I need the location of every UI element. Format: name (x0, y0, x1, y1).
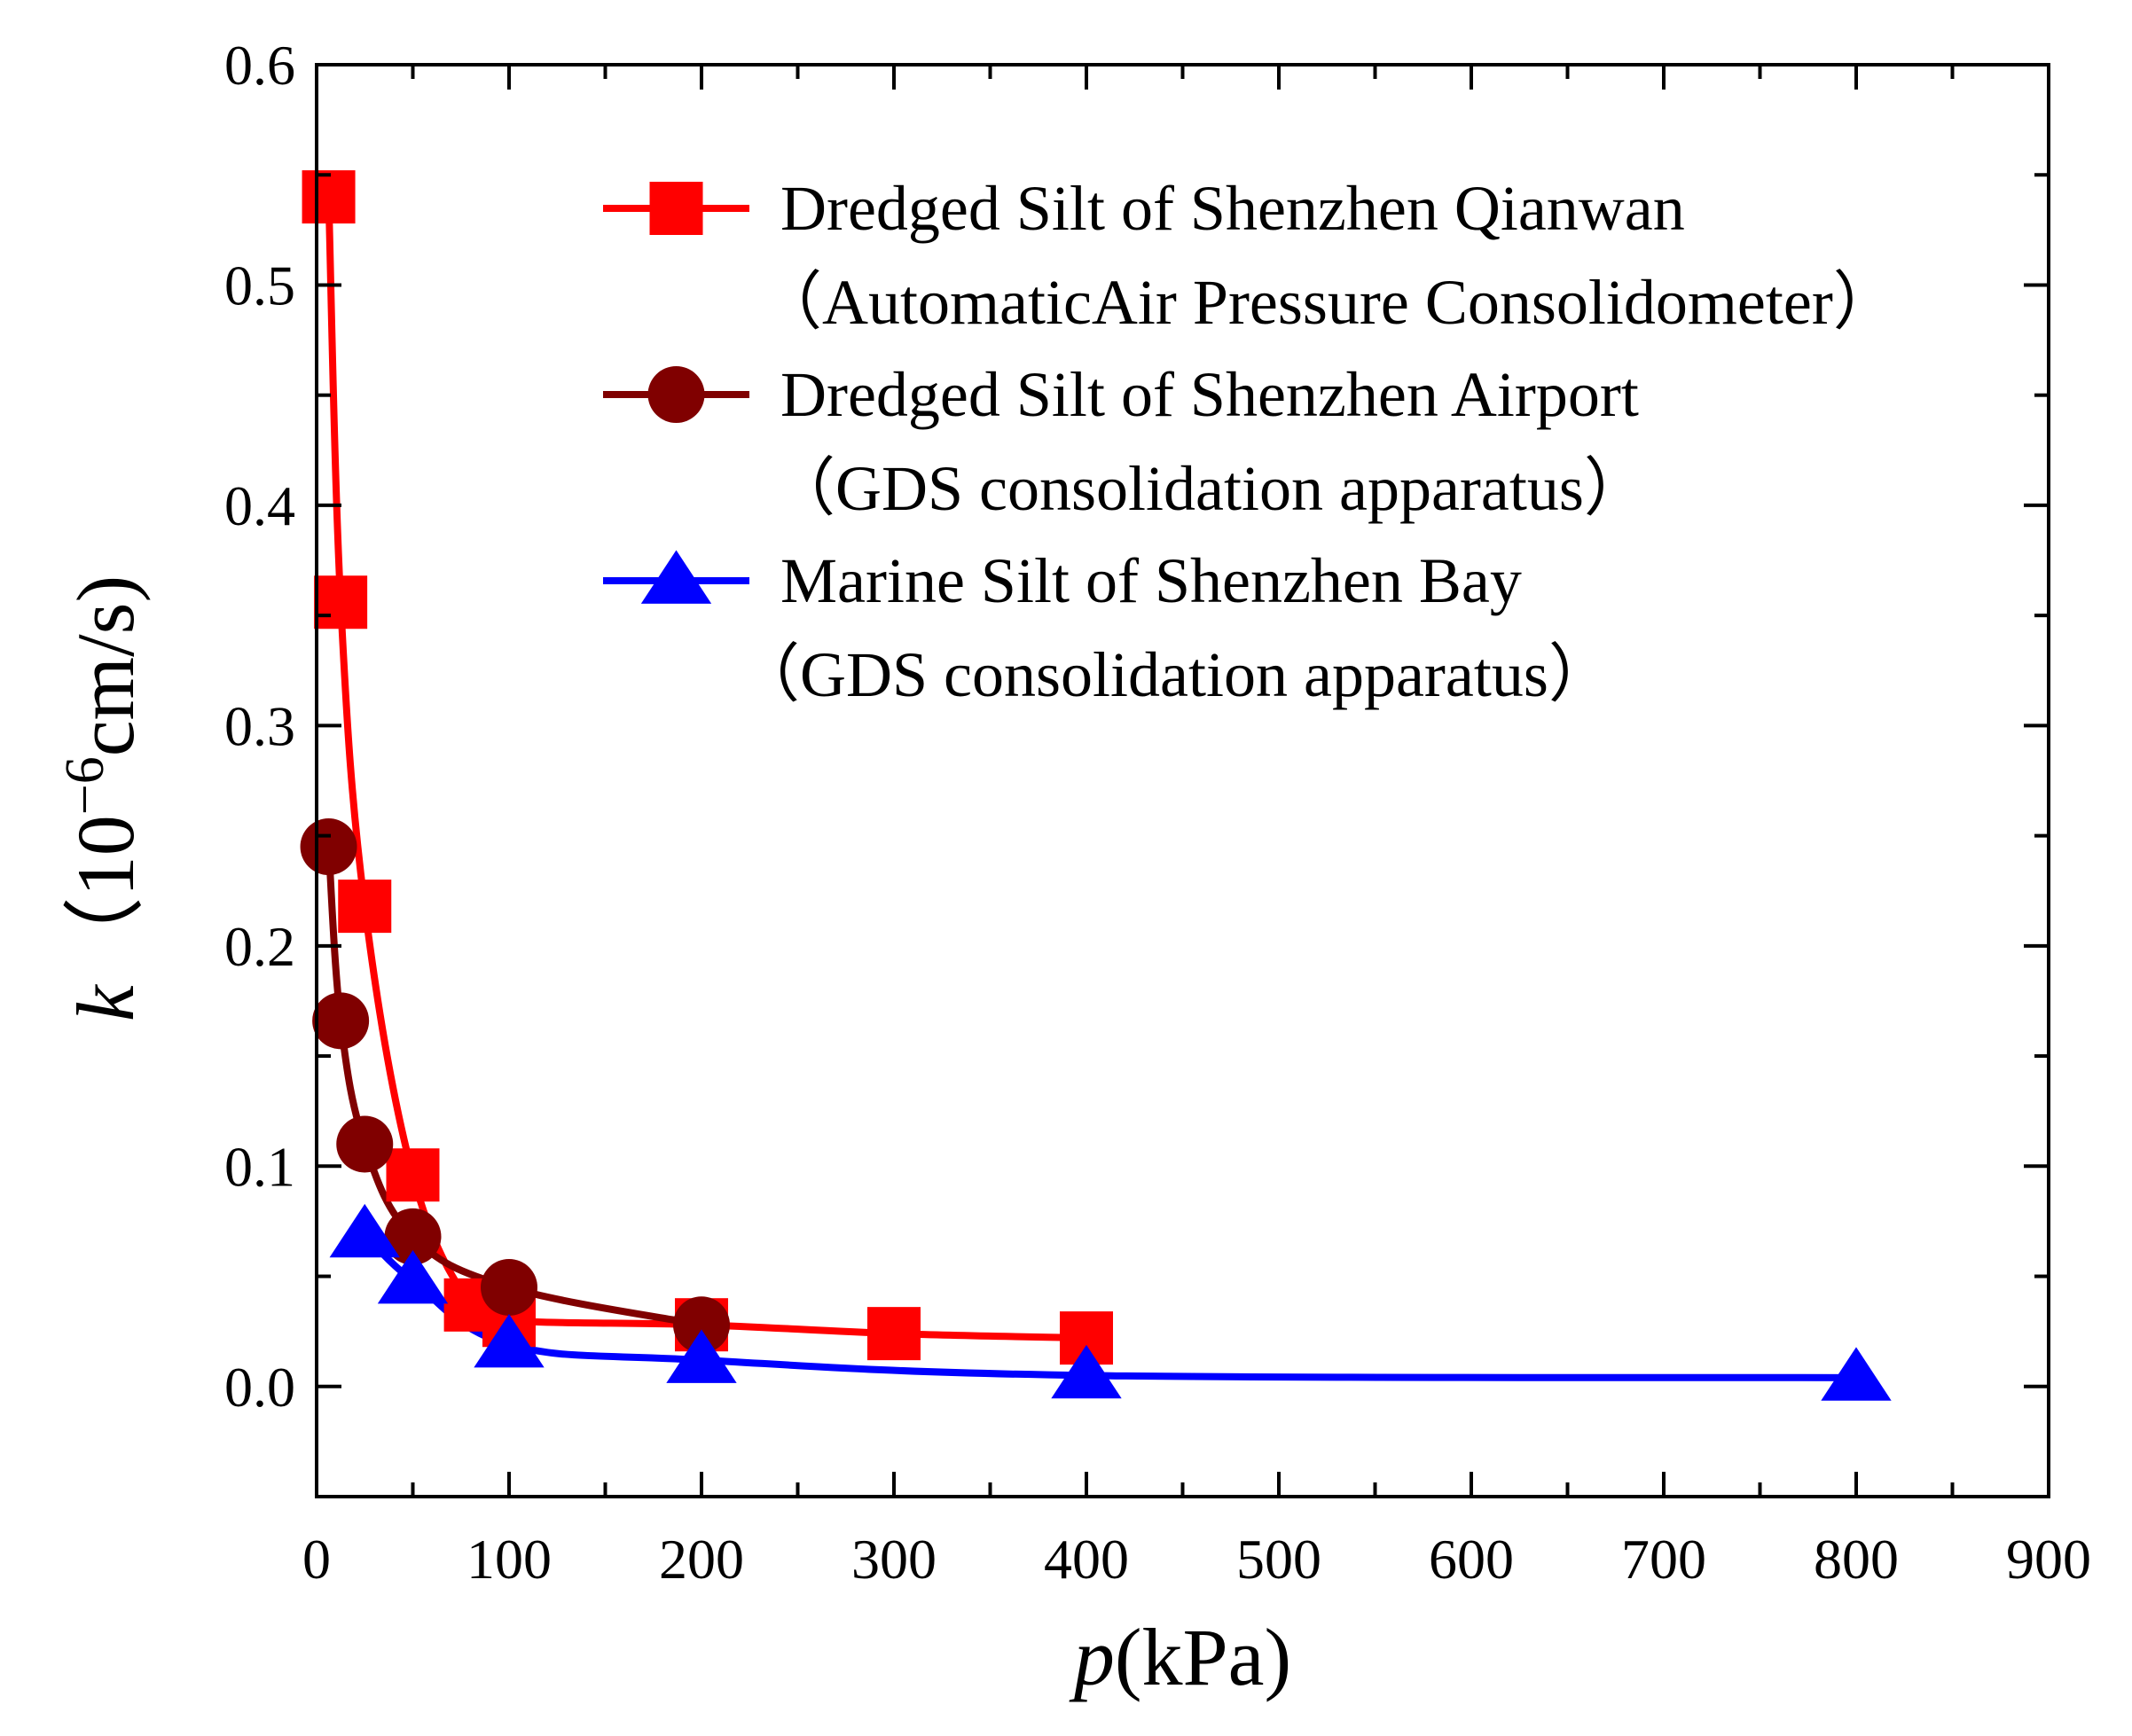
x-tick-label: 200 (659, 1528, 744, 1591)
data-point-dredged-silt-of-shenzhen-airport (384, 1208, 442, 1265)
x-tick-label: 600 (1429, 1528, 1514, 1591)
y-axis-title: k （10−6cm/s) (55, 575, 151, 1021)
tick-labels-layer: 0 100 200 300 400 500 600 700 800 900 0.0 0.1 0.2 0.3… (224, 34, 2091, 1591)
x-tick-label: 100 (466, 1528, 552, 1591)
y-tick-label: 0.0 (224, 1356, 295, 1419)
y-tick-label: 0.5 (224, 254, 295, 317)
x-tick-label: 800 (1814, 1528, 1899, 1591)
y-tick-label: 0.6 (224, 34, 295, 97)
series-line-marine-silt-of-shenzhen-bay (361, 1231, 1860, 1381)
y-tick-label: 0.1 (224, 1135, 295, 1198)
data-point-dredged-silt-of-shenzhen-airport (336, 1115, 394, 1173)
series-line-dredged-silt-of-shenzhen-airport (325, 843, 705, 1329)
x-tick-label: 400 (1044, 1528, 1129, 1591)
x-axis-title: p(kPa) (1069, 1612, 1291, 1702)
data-point-dredged-silt-of-shenzhen-airport (300, 818, 357, 876)
data-point-dredged-silt-of-shenzhen-qianwan (338, 880, 392, 934)
data-point-dredged-silt-of-shenzhen-airport (481, 1258, 537, 1316)
legend-label: Marine Silt of Shenzhen Bay (780, 545, 1522, 616)
y-axis-title-exponent: −6 (55, 756, 115, 815)
data-point-marine-silt-of-shenzhen-bay (1051, 1344, 1122, 1399)
y-tick-label: 0.4 (224, 474, 295, 537)
y-tick-label: 0.3 (224, 694, 295, 757)
data-point-dredged-silt-of-shenzhen-airport (312, 992, 370, 1050)
data-point-marine-silt-of-shenzhen-bay (1821, 1347, 1892, 1401)
y-tick-label: 0.2 (224, 915, 295, 978)
x-tick-label: 0 (302, 1528, 331, 1591)
legend-marker-dredged-silt-of-shenzhen-qianwan (649, 182, 703, 235)
ticks-layer (315, 63, 2050, 1497)
data-point-dredged-silt-of-shenzhen-qianwan (386, 1148, 440, 1202)
legend-marker-dredged-silt-of-shenzhen-airport (647, 366, 705, 423)
y-axis-title-unit: cm/s) (60, 575, 151, 756)
markers-layer (300, 170, 1892, 1401)
data-point-dredged-silt-of-shenzhen-qianwan (302, 170, 356, 224)
x-tick-label: 900 (2006, 1528, 2091, 1591)
y-axis-title-scale: （10 (60, 815, 151, 978)
legend-sublabel: （GDS consolidation apparatus） (772, 453, 1648, 524)
y-axis-title-symbol: k (60, 983, 151, 1021)
x-tick-label: 300 (851, 1528, 937, 1591)
legend-marker-marine-silt-of-shenzhen-bay (640, 550, 712, 604)
legend: Dredged Silt of Shenzhen Qianwan （Automat… (603, 173, 1897, 710)
data-point-marine-silt-of-shenzhen-bay (377, 1250, 449, 1304)
data-point-dredged-silt-of-shenzhen-qianwan (867, 1307, 921, 1361)
x-tick-label: 700 (1621, 1528, 1706, 1591)
data-point-dredged-silt-of-shenzhen-airport (673, 1296, 730, 1354)
x-axis-title-unit: (kPa) (1115, 1612, 1291, 1702)
data-point-marine-silt-of-shenzhen-bay (474, 1314, 545, 1368)
legend-sublabel: （AutomaticAir Pressure Consolidometer） (758, 267, 1897, 338)
data-point-marine-silt-of-shenzhen-bay (329, 1203, 400, 1258)
legend-label: Dredged Silt of Shenzhen Airport (780, 359, 1639, 430)
x-axis-title-symbol: p (1069, 1612, 1115, 1702)
data-point-dredged-silt-of-shenzhen-qianwan (314, 575, 368, 629)
legend-label: Dredged Silt of Shenzhen Qianwan (780, 173, 1685, 244)
x-tick-label: 500 (1236, 1528, 1321, 1591)
legend-sublabel: （GDS consolidation apparatus） (736, 639, 1612, 710)
data-point-marine-silt-of-shenzhen-bay (666, 1329, 737, 1383)
